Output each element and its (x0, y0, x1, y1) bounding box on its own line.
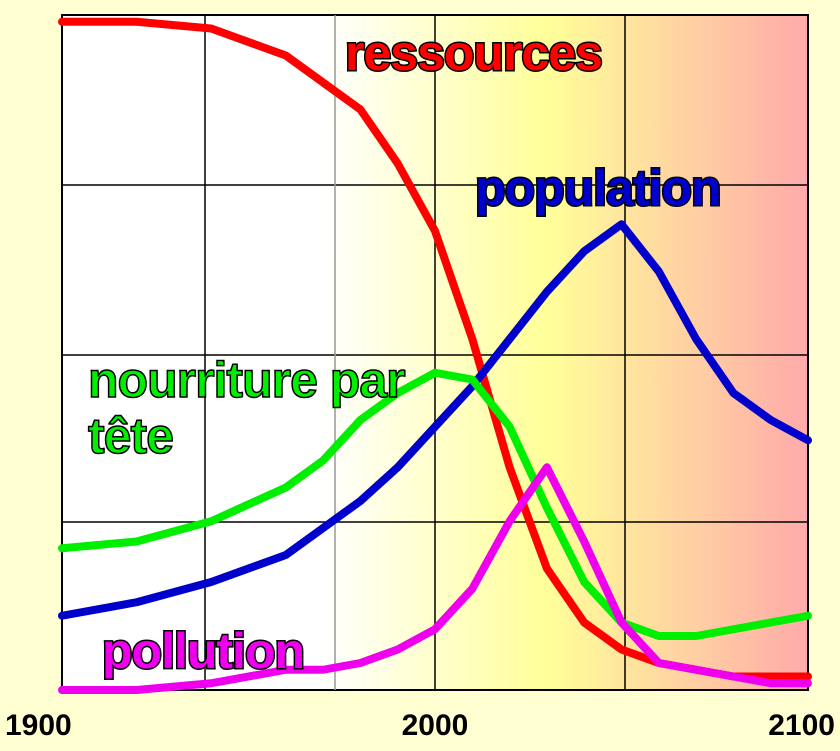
series-line (58, 220, 812, 620)
x-tick-label: 2100 (768, 709, 835, 742)
series-label: ressources (345, 25, 602, 81)
series-line (58, 368, 812, 640)
series-label: population (475, 160, 721, 216)
series-label: nourriture par tête (87, 351, 406, 465)
x-tick-label: 1900 (5, 709, 72, 742)
x-tick-label: 2000 (402, 709, 469, 742)
series-label: pollution (102, 623, 304, 679)
series-line (58, 463, 812, 694)
grid-rows (62, 15, 808, 690)
